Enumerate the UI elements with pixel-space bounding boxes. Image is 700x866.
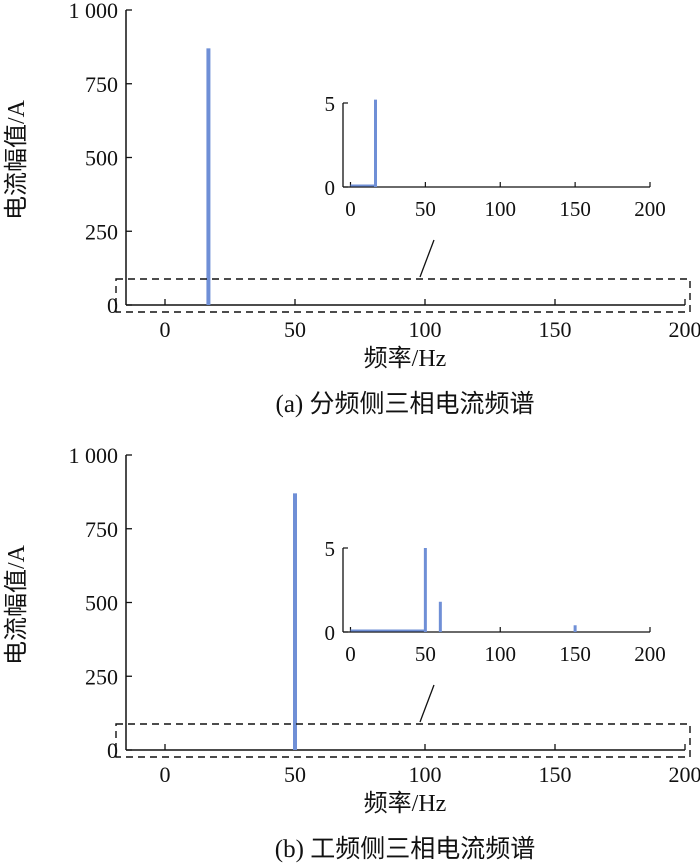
y-tick-label: 250 [85, 664, 118, 689]
x-tick-label: 150 [539, 762, 572, 787]
x-tick-label: 0 [160, 317, 171, 342]
inset-spectrum-bar [573, 625, 577, 632]
y-tick-label: 750 [85, 517, 118, 542]
x-tick-label: 200 [669, 317, 700, 342]
y-tick-label: 500 [85, 146, 118, 171]
inset-x-tick-label: 200 [634, 642, 666, 666]
zoom-connector-line [419, 684, 435, 723]
spectrum-bar-b [293, 493, 297, 750]
inset-spectrum-bar [438, 601, 442, 632]
spectrum-bar-a [206, 48, 211, 305]
inset-x-tick-label: 150 [559, 642, 591, 666]
x-tick-label: 50 [284, 317, 306, 342]
inset-x-tick-label: 50 [415, 642, 436, 666]
zoom-connector-line [419, 239, 435, 278]
y-tick-label: 750 [85, 72, 118, 97]
y-tick-label: 500 [85, 591, 118, 616]
panel-caption: (a) 分频侧三相电流频谱 [276, 390, 535, 418]
x-tick-label: 50 [284, 762, 306, 787]
x-tick-label: 100 [409, 317, 442, 342]
x-axis-label: 频率/Hz [364, 345, 447, 372]
inset-x-tick-label: 0 [345, 642, 356, 666]
y-tick-label: 250 [85, 219, 118, 244]
inset-y-tick-label: 0 [325, 621, 336, 645]
inset-x-tick-label: 100 [484, 197, 516, 221]
inset-x-tick-label: 50 [415, 197, 436, 221]
y-tick-label: 1 000 [69, 0, 119, 23]
y-axis-label: 电流幅值/A [3, 544, 30, 665]
inset-x-tick-label: 0 [345, 197, 356, 221]
inset-spectrum-bar [373, 99, 377, 187]
x-axis-label: 频率/Hz [364, 790, 447, 817]
y-tick-label: 1 000 [69, 443, 119, 468]
inset-y-tick-label: 5 [325, 92, 336, 116]
x-tick-label: 150 [539, 317, 572, 342]
inset-x-tick-label: 150 [559, 197, 591, 221]
inset-spectrum-bar [423, 548, 427, 632]
inset-x-tick-label: 200 [634, 197, 666, 221]
y-tick-label: 0 [107, 738, 118, 763]
inset-y-tick-label: 5 [325, 537, 336, 561]
x-tick-label: 100 [409, 762, 442, 787]
y-tick-label: 0 [107, 293, 118, 318]
zoom-region-box [115, 723, 691, 758]
y-axis-label: 电流幅值/A [3, 99, 30, 220]
inset-x-tick-label: 100 [484, 642, 516, 666]
zoom-region-box [115, 278, 691, 313]
panel-caption: (b) 工频侧三相电流频谱 [275, 835, 535, 863]
inset-y-tick-label: 0 [325, 176, 336, 200]
x-tick-label: 200 [669, 762, 700, 787]
x-tick-label: 0 [160, 762, 171, 787]
